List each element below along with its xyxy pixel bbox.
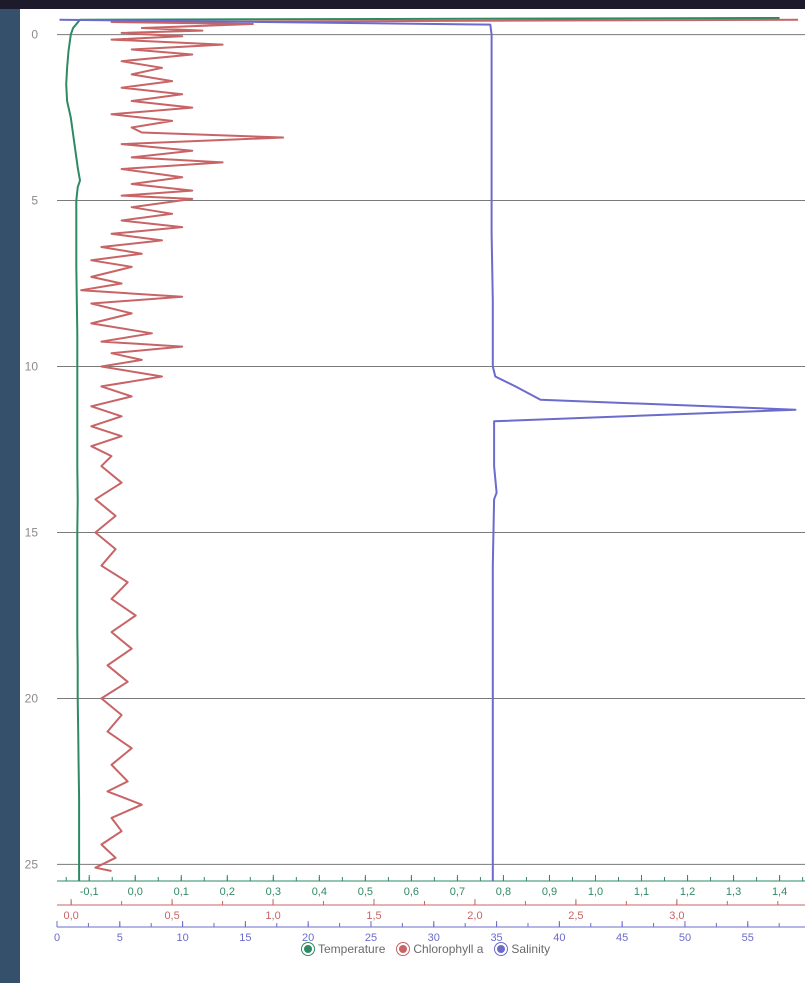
x-tick-label: 5 (117, 932, 123, 944)
y-tick-label: 25 (25, 857, 39, 871)
x-tick-label: 20 (302, 932, 314, 944)
x-tick-label: 1,5 (366, 910, 381, 922)
temperature-line (65, 17, 780, 881)
x-tick-label: 1,2 (680, 886, 695, 898)
x-tick-label: 45 (616, 932, 628, 944)
legend-label: Chlorophyll a (413, 942, 484, 956)
legend-item-temperature[interactable]: Temperature (302, 942, 385, 956)
y-tick-label: 20 (25, 691, 39, 705)
x-tick-label: 3,0 (669, 910, 684, 922)
x-tick-label: 2,0 (467, 910, 482, 922)
chlorophyll-a-line (80, 18, 799, 872)
y-tick-label: 10 (25, 360, 39, 374)
x-tick-label: 0,7 (450, 886, 465, 898)
x-tick-label: 1,0 (588, 886, 603, 898)
legend-item-chlorophyll[interactable]: Chlorophyll a (397, 942, 483, 956)
x-tick-label: 0,1 (174, 886, 189, 898)
x-tick-label: 25 (365, 932, 377, 944)
chlorophyll-legend-marker (397, 943, 410, 955)
legend-label: Temperature (318, 942, 386, 956)
legend-label: Salinity (511, 942, 551, 956)
x-tick-label: 0,4 (312, 886, 327, 898)
x-tick-label: 0,9 (542, 886, 557, 898)
y-tick-label: 5 (31, 194, 38, 208)
temperature-legend-marker (302, 943, 314, 955)
x-tick-label: 10 (176, 932, 188, 944)
legend-item-salinity[interactable]: Salinity (495, 942, 550, 956)
chart-panel: 0 5 10 15 20 25 -0,1 0,0 0,1 0,2 0,3 0,4 0,5 0,6 0,7 0,… (20, 9, 805, 983)
x-tick-label: 0,3 (266, 886, 281, 898)
x-tick-label: 1,1 (634, 886, 649, 898)
x-tick-label: 0,5 (358, 886, 373, 898)
x-tick-label: 15 (239, 932, 251, 944)
x-tick-label: -0,1 (80, 886, 99, 898)
x-tick-label: 50 (679, 932, 691, 944)
x-tick-label: 55 (742, 932, 754, 944)
salinity-legend-marker (495, 943, 508, 955)
x-tick-label: 1,4 (772, 886, 787, 898)
y-tick-label: 0 (31, 28, 38, 42)
salinity-line (59, 18, 797, 881)
x-tick-label: 30 (428, 932, 440, 944)
window-top-bar (0, 0, 805, 9)
x-tick-label: 0,8 (496, 886, 511, 898)
x-tick-label: 0,6 (404, 886, 419, 898)
x-tick-label: 0,5 (164, 910, 179, 922)
x-tick-label: 40 (553, 932, 565, 944)
x-tick-label: 1,0 (265, 910, 280, 922)
x-tick-label: 0,0 (63, 910, 78, 922)
x-tick-label: 0,0 (128, 886, 143, 898)
x-tick-label: 0 (54, 932, 60, 944)
x-tick-label: 35 (490, 932, 502, 944)
x-tick-label: 0,2 (220, 886, 235, 898)
x-tick-label: 1,3 (726, 886, 741, 898)
y-tick-label: 15 (25, 525, 39, 539)
chart-legend: Temperature Chlorophyll a Salinity (302, 940, 550, 958)
left-side-bar (0, 9, 20, 983)
x-tick-label: 2,5 (568, 910, 583, 922)
